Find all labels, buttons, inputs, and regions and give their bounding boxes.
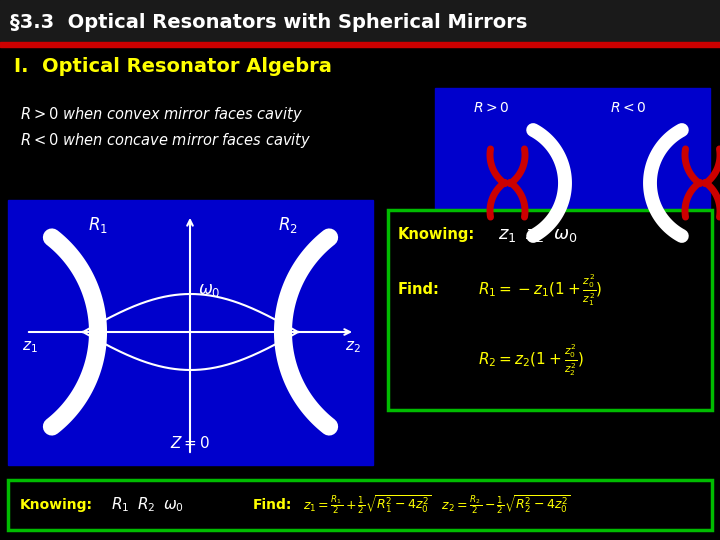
- Text: $Z=0$: $Z=0$: [170, 435, 210, 451]
- Text: $\omega_0$: $\omega_0$: [198, 281, 220, 299]
- Bar: [0, 42, 720, 47]
- Text: $z_2$: $z_2$: [345, 339, 361, 355]
- Text: Find:: Find:: [398, 282, 440, 298]
- Text: $z_1 \;\; z_2 \;\; \omega_0$: $z_1 \;\; z_2 \;\; \omega_0$: [498, 226, 577, 244]
- Text: Find:: Find:: [253, 498, 292, 512]
- Bar: [388, 210, 712, 410]
- Text: $R_1$: $R_1$: [88, 215, 108, 235]
- Bar: [8, 200, 373, 465]
- Text: §3.3  Optical Resonators with Spherical Mirrors: §3.3 Optical Resonators with Spherical M…: [10, 12, 527, 31]
- Text: $R_1 = -z_1(1 + \frac{z_0^2}{z_1^2})$: $R_1 = -z_1(1 + \frac{z_0^2}{z_1^2})$: [478, 272, 603, 308]
- Bar: [435, 88, 710, 253]
- Text: $R < 0$: $R < 0$: [610, 101, 647, 115]
- Text: $R < 0$ when concave mirror faces cavity: $R < 0$ when concave mirror faces cavity: [20, 131, 312, 150]
- Text: $R_1 \;\; R_2 \;\; \omega_0$: $R_1 \;\; R_2 \;\; \omega_0$: [111, 496, 184, 514]
- Text: $R > 0$ when convex mirror faces cavity: $R > 0$ when convex mirror faces cavity: [20, 105, 303, 125]
- Text: $R_2$: $R_2$: [278, 215, 298, 235]
- Text: $z_1$: $z_1$: [22, 339, 37, 355]
- Text: Knowing:: Knowing:: [20, 498, 93, 512]
- Bar: [8, 480, 712, 530]
- Text: $z_1 = \frac{R_1}{2} + \frac{1}{2}\sqrt{R_1^2 - 4z_0^2}$$\quad z_2 = \frac{R_2}{: $z_1 = \frac{R_1}{2} + \frac{1}{2}\sqrt{…: [303, 494, 571, 516]
- Text: I.  Optical Resonator Algebra: I. Optical Resonator Algebra: [14, 57, 332, 77]
- Text: Knowing:: Knowing:: [398, 227, 475, 242]
- Text: $R > 0$: $R > 0$: [473, 101, 510, 115]
- Text: $R_2 = z_2(1 + \frac{z_0^2}{z_2^2})$: $R_2 = z_2(1 + \frac{z_0^2}{z_2^2})$: [478, 342, 584, 378]
- Bar: [0, 0, 720, 42]
